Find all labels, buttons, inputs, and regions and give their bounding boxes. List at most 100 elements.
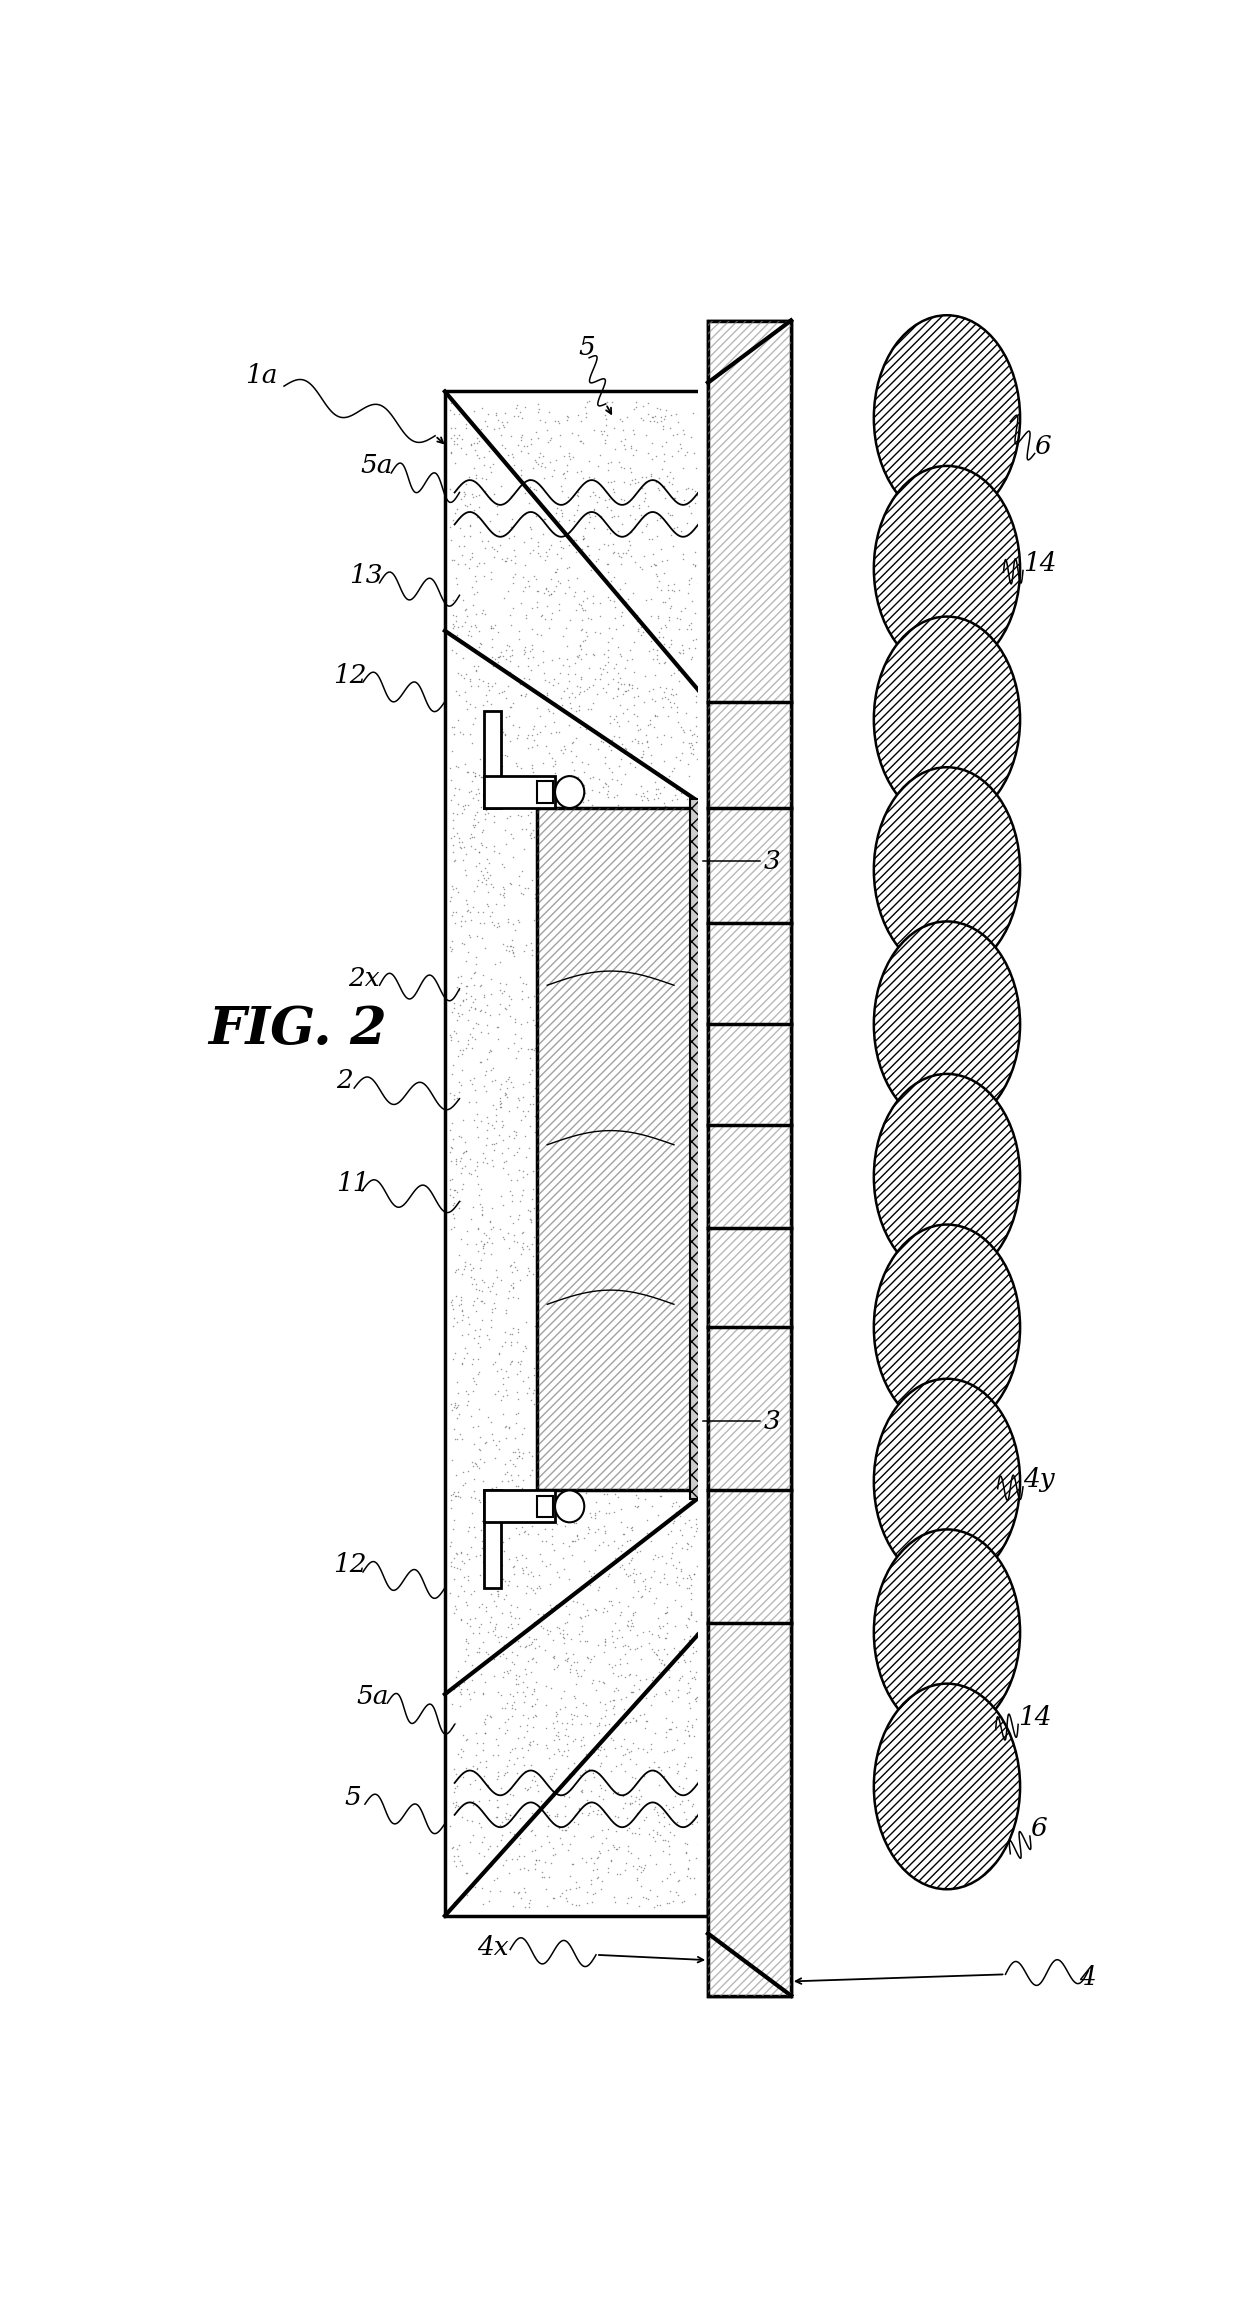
Point: [679, 967, 699, 1004]
Point: [650, 1563, 671, 1600]
Point: [499, 1314, 520, 1351]
Point: [638, 1107, 658, 1144]
Point: [615, 1703, 635, 1740]
Point: [502, 435, 522, 472]
Point: [561, 999, 581, 1036]
Point: [638, 730, 658, 767]
Point: [628, 1314, 648, 1351]
Point: [502, 417, 522, 453]
Point: [483, 1264, 503, 1301]
Point: [686, 594, 706, 631]
Point: [535, 1261, 555, 1298]
Point: [664, 750, 684, 787]
Point: [575, 1450, 595, 1487]
Point: [458, 1625, 478, 1662]
Point: [625, 1080, 645, 1116]
Point: [557, 1809, 577, 1846]
Point: [520, 534, 540, 571]
Point: [620, 1740, 640, 1777]
Point: [638, 1356, 658, 1393]
Point: [492, 403, 512, 440]
Point: [643, 440, 663, 477]
Point: [647, 1365, 667, 1402]
Point: [660, 1038, 681, 1075]
Point: [599, 1425, 619, 1462]
Point: [586, 990, 606, 1027]
Point: [574, 1685, 594, 1722]
Point: [565, 656, 585, 693]
Point: [603, 679, 623, 716]
Point: [541, 771, 561, 808]
Point: [542, 1593, 562, 1630]
Point: [525, 1602, 545, 1639]
Point: [594, 1314, 614, 1351]
Point: [509, 1439, 530, 1476]
Point: [455, 1584, 476, 1621]
Point: [566, 1029, 586, 1066]
Point: [576, 1181, 596, 1218]
Point: [570, 1041, 590, 1077]
Point: [442, 1160, 462, 1197]
Point: [481, 610, 501, 647]
Point: [560, 942, 580, 978]
Point: [560, 1271, 580, 1308]
Point: [489, 707, 509, 744]
Point: [608, 1531, 628, 1568]
Point: [625, 1430, 645, 1466]
Point: [499, 1519, 520, 1556]
Point: [652, 398, 672, 435]
Point: [547, 1250, 567, 1287]
Point: [673, 711, 693, 748]
Point: [571, 1271, 591, 1308]
Point: [634, 1225, 654, 1261]
Point: [547, 1206, 567, 1243]
Point: [623, 1471, 643, 1508]
Point: [479, 773, 499, 810]
Point: [531, 1354, 551, 1390]
Point: [590, 1199, 610, 1236]
Point: [521, 1381, 541, 1418]
Point: [477, 1317, 497, 1354]
Point: [657, 1699, 677, 1736]
Point: [523, 638, 543, 674]
Point: [669, 1862, 689, 1899]
Point: [556, 951, 576, 988]
Point: [653, 1821, 673, 1858]
Point: [624, 1266, 644, 1303]
Point: [455, 592, 476, 628]
Point: [634, 1344, 654, 1381]
Point: [526, 559, 546, 596]
Point: [567, 396, 587, 433]
Point: [643, 912, 663, 948]
Point: [577, 1367, 598, 1404]
Point: [663, 573, 683, 610]
Point: [494, 870, 515, 907]
Point: [663, 460, 683, 497]
Point: [582, 1287, 603, 1324]
Point: [591, 817, 611, 854]
Point: [537, 674, 557, 711]
Point: [691, 1215, 711, 1252]
Point: [576, 879, 596, 916]
Point: [462, 1156, 482, 1192]
Point: [463, 889, 483, 925]
Point: [469, 1770, 489, 1807]
Point: [538, 1740, 559, 1777]
Point: [691, 820, 711, 856]
Point: [574, 799, 594, 836]
Point: [632, 988, 652, 1024]
Point: [609, 1305, 629, 1342]
Point: [593, 1812, 613, 1849]
Point: [491, 1089, 511, 1126]
Point: [530, 698, 550, 734]
Point: [605, 1798, 625, 1835]
Point: [616, 951, 637, 988]
Point: [611, 665, 632, 702]
Point: [638, 801, 658, 838]
Point: [640, 1024, 660, 1061]
Point: [582, 1883, 603, 1920]
Point: [448, 994, 468, 1031]
Point: [623, 1540, 643, 1577]
Point: [684, 1169, 704, 1206]
Point: [525, 1832, 545, 1869]
